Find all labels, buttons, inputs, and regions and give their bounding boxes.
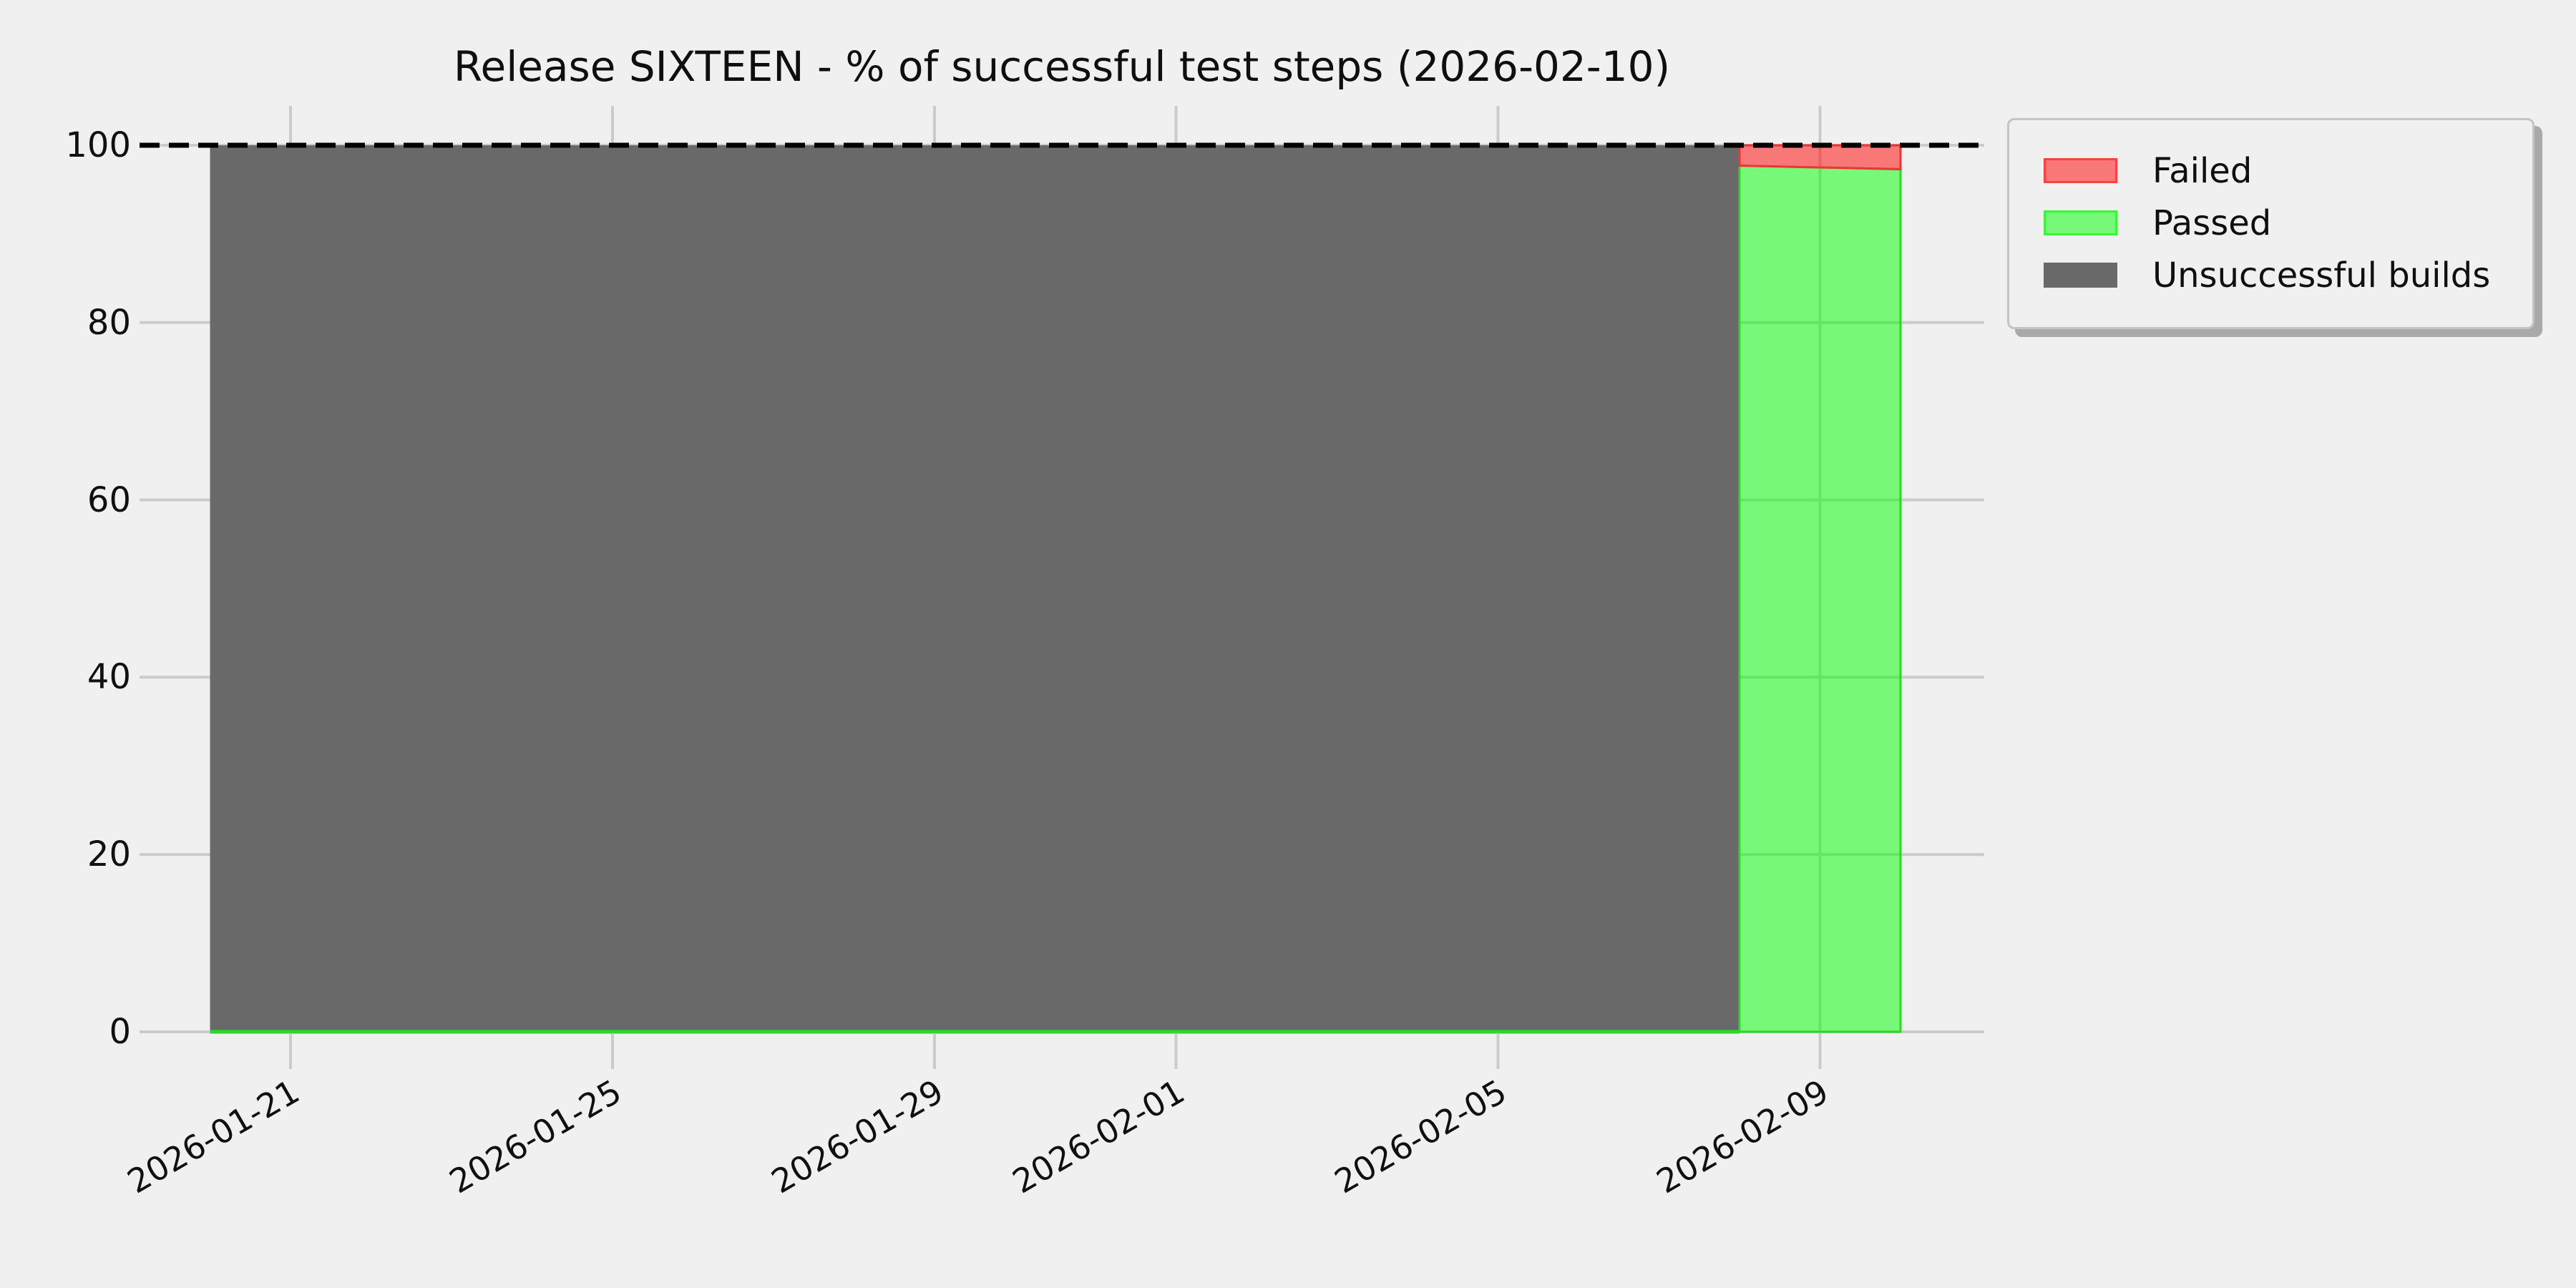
y-tick-label: 40	[87, 657, 131, 698]
unsuccessful-builds-area	[210, 145, 1740, 1032]
legend-swatch-icon	[2044, 210, 2117, 235]
legend-label: Unsuccessful builds	[2152, 255, 2491, 296]
legend-item: Passed	[2044, 203, 2532, 243]
legend: Failed Passed Unsuccessful builds	[2007, 118, 2534, 329]
passed-area	[1738, 164, 1902, 1033]
legend-swatch-icon	[2044, 158, 2117, 183]
legend-swatch-icon	[2044, 263, 2117, 288]
legend-label: Failed	[2152, 150, 2253, 191]
legend-item: Unsuccessful builds	[2044, 255, 2532, 296]
y-tick-label: 100	[65, 125, 131, 165]
legend-label: Passed	[2152, 203, 2272, 243]
y-tick-label: 0	[109, 1012, 131, 1052]
legend-item: Failed	[2044, 151, 2532, 191]
y-tick-label: 20	[87, 834, 131, 875]
y-tick-label: 60	[87, 479, 131, 520]
failed-area	[1738, 144, 1902, 171]
chart-title: Release SIXTEEN - % of successful test s…	[453, 42, 1671, 91]
y-tick-label: 80	[87, 302, 131, 343]
